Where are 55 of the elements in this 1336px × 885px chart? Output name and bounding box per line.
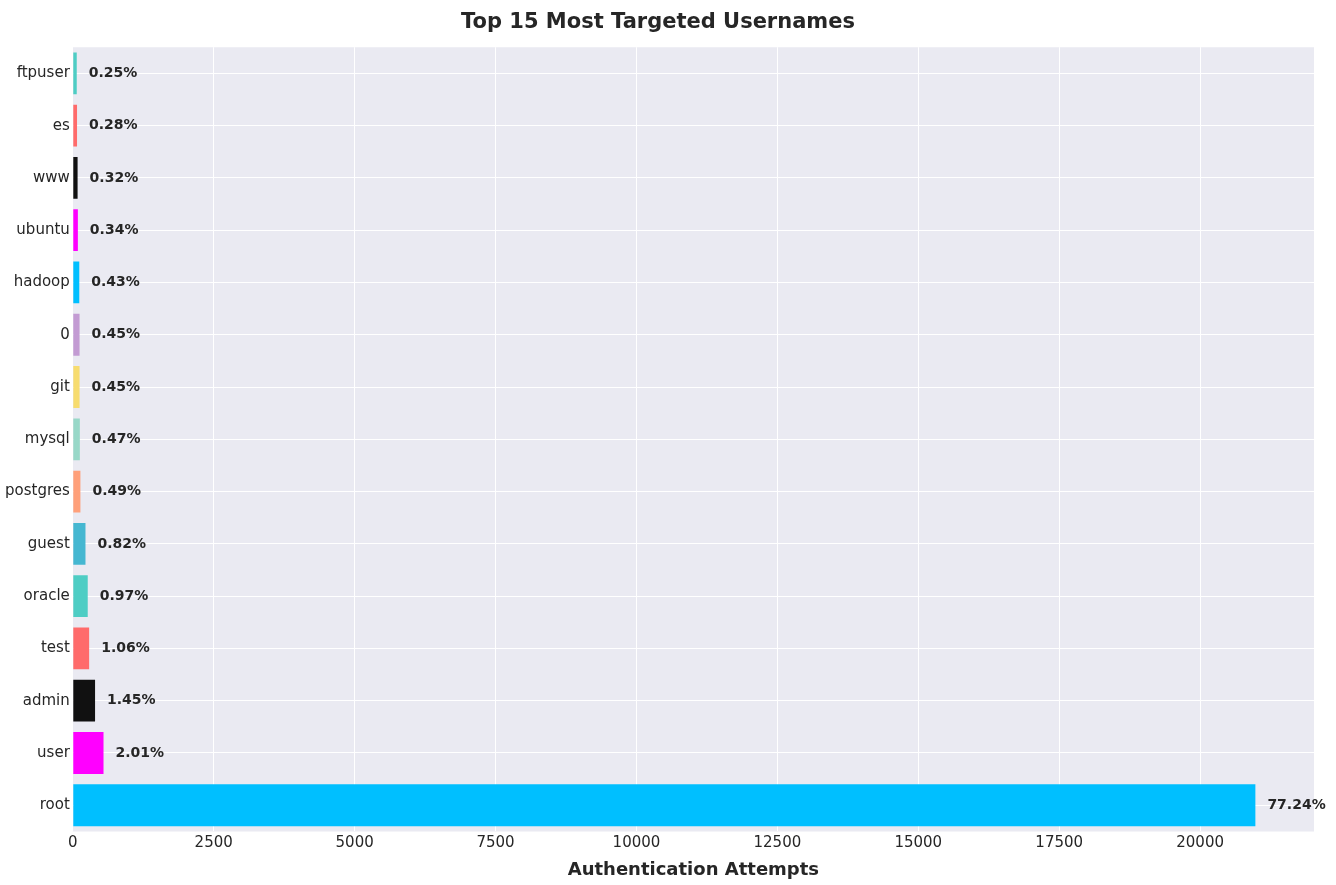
annotation: 0.82% [97,534,147,551]
bar [73,366,80,408]
annotation: 0.43% [91,273,140,290]
annotation: 0.97% [99,586,149,603]
annotation: 2.01% [115,743,165,760]
x-tick-label: 15000 [894,833,943,852]
bar [73,522,86,565]
x-tick-label: 12500 [753,833,802,852]
bar [73,52,77,95]
bar [73,104,78,147]
bar [73,156,78,199]
x-tick-label: 10000 [612,833,661,852]
y-tick-label: user [37,742,71,761]
y-tick-label: 0 [60,324,70,343]
x-tick-label: 5000 [335,833,374,852]
annotation: 0.32% [89,168,139,185]
bar [73,732,104,774]
bar [73,418,80,461]
annotation: 0.34% [89,220,139,237]
y-tick-label: oracle [23,586,70,605]
y-tick-label: test [40,638,70,657]
x-axis-title: Authentication Attempts [567,857,820,879]
annotation: 77.24% [1267,795,1326,812]
x-tick-label: 17500 [1035,833,1084,852]
y-tick-label: mysql [24,429,70,448]
y-tick-label: hadoop [13,272,70,291]
bar [73,261,80,304]
bar [73,470,81,513]
annotation: 0.28% [89,116,138,133]
chart-title: Top 15 Most Targeted Usernames [461,9,855,34]
bar [73,575,88,618]
annotation: 0.25% [88,63,138,80]
annotation: 1.06% [101,639,150,656]
y-tick-label: admin [22,690,70,709]
x-tick-label: 20000 [1176,833,1224,852]
annotation: 0.49% [92,482,141,499]
y-tick-label: git [50,376,70,395]
y-tick-label: guest [27,533,70,552]
annotation: 0.45% [91,377,141,394]
annotation: 1.45% [107,691,156,708]
x-tick-label: 7500 [476,833,515,852]
y-tick-label: root [39,795,70,814]
bar [73,627,90,670]
y-tick-label: www [32,167,70,186]
bar [73,209,78,252]
y-tick-label: ftpuser [16,63,71,82]
y-tick-label: ubuntu [16,220,70,239]
y-tick-label: es [52,115,70,134]
bar [73,784,1256,827]
annotation: 0.47% [91,429,141,446]
x-tick-label: 2500 [194,833,233,852]
y-tick-label: postgres [4,481,70,500]
bar [73,313,80,356]
bar [73,679,96,722]
annotation: 0.45% [91,325,141,342]
